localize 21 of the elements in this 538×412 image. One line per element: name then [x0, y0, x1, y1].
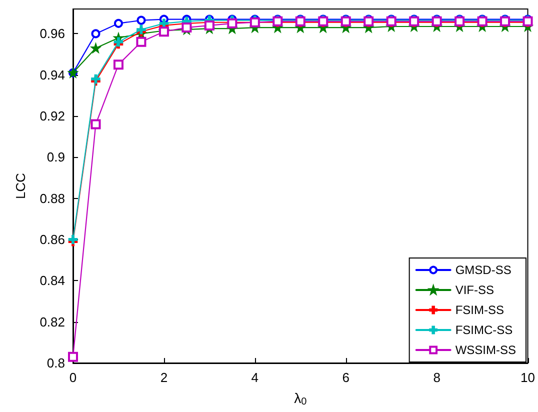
y-tick-label: 0.9: [46, 150, 65, 165]
x-tick-label: 4: [251, 370, 259, 385]
legend-label: VIF-SS: [455, 283, 494, 297]
legend-label: GMSD-SS: [455, 263, 512, 277]
y-tick-label: 0.82: [40, 314, 65, 330]
y-tick-label: 0.94: [40, 67, 65, 82]
legend-label: WSSIM-SS: [455, 343, 516, 357]
x-tick-label: 8: [433, 370, 440, 385]
y-axis-title: LCC: [13, 172, 28, 200]
x-tick-label: 2: [160, 370, 168, 385]
y-tick-label: 0.8: [46, 356, 65, 370]
legend-label: FSIMC-SS: [455, 323, 513, 337]
y-tick-label: 0.86: [40, 232, 65, 248]
y-tick-label: 0.96: [40, 26, 65, 42]
y-tick-label: 0.92: [40, 108, 65, 124]
x-tick-label: 10: [520, 370, 536, 385]
legend-label: FSIM-SS: [455, 303, 504, 317]
x-tick-label: 0: [69, 370, 77, 385]
y-tick-label: 0.84: [40, 273, 65, 288]
x-tick-label: 6: [342, 370, 350, 385]
y-tick-label: 0.88: [40, 190, 65, 206]
